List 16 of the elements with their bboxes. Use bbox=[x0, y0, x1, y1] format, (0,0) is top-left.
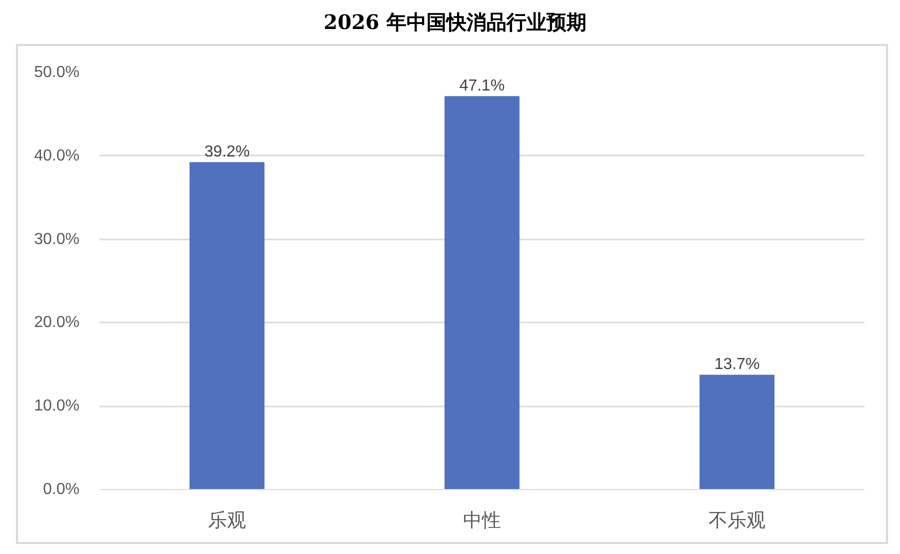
y-tick-label: 30.0% bbox=[34, 230, 80, 248]
bar bbox=[190, 162, 264, 490]
y-tick-label: 40.0% bbox=[34, 147, 80, 164]
y-tick-label: 0.0% bbox=[43, 481, 80, 498]
data-label: 39.2% bbox=[204, 144, 250, 161]
y-tick-label: 50.0% bbox=[34, 64, 80, 81]
x-tick-label: 乐观 bbox=[208, 510, 246, 532]
y-tick-label: 10.0% bbox=[34, 398, 80, 415]
x-tick-label: 中性 bbox=[463, 510, 501, 532]
chart-title: 2026 年中国快消品行业预期 bbox=[324, 9, 586, 36]
data-label: 13.7% bbox=[714, 356, 760, 374]
bar bbox=[700, 374, 774, 490]
y-tick-label: 20.0% bbox=[34, 314, 80, 332]
data-label: 47.1% bbox=[459, 78, 505, 95]
bar bbox=[444, 96, 520, 490]
x-tick-label: 不乐观 bbox=[708, 510, 766, 532]
